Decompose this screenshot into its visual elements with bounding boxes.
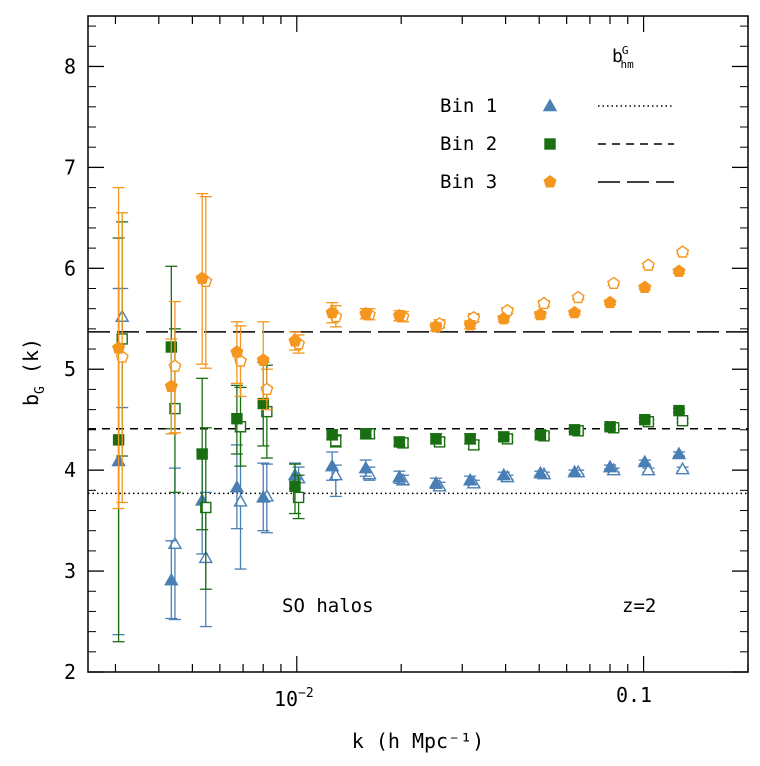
y-tick-label: 5 [64, 357, 76, 381]
filled-square-point [196, 448, 208, 460]
legend-header-sup: G [622, 44, 629, 57]
filled-triangle-point [533, 465, 548, 479]
x-axis-label: k (h Mpc⁻¹) [352, 729, 484, 753]
x-tick-label-0.1: 0.1 [616, 683, 652, 707]
filled-pentagon-point [672, 264, 686, 277]
filled-square-point [231, 412, 243, 425]
open-pentagon-point [641, 258, 655, 271]
filled-square-point [360, 428, 372, 440]
filled-triangle-point [462, 472, 478, 486]
plot-frame [87, 15, 749, 673]
y-tick-label: 7 [64, 155, 76, 179]
filled-pentagon-point [429, 319, 443, 333]
filled-square-point [430, 433, 442, 445]
y-tick-label: 6 [64, 256, 76, 280]
data-series [111, 186, 690, 643]
filled-pentagon-point [392, 308, 406, 322]
filled-pentagon-point [112, 341, 126, 354]
filled-pentagon-point [195, 271, 209, 284]
y-axis-label-tail: (k) [19, 338, 43, 386]
open-pentagon-point [168, 359, 182, 372]
filled-triangle-point [256, 489, 271, 503]
legend: bG hm Bin 1 Bin 2 Bin 3 [440, 44, 674, 193]
filled-triangle-point [164, 572, 179, 586]
y-axis-label-main: b [19, 394, 43, 406]
legend-label: Bin 3 [440, 171, 497, 193]
filled-square-point [568, 424, 581, 436]
y-tick-label: 3 [64, 559, 76, 583]
reference-lines [88, 331, 748, 495]
filled-square-point [289, 480, 301, 493]
y-tick-label: 2 [64, 660, 76, 684]
filled-square-point [604, 421, 616, 433]
open-pentagon-point [115, 350, 129, 363]
x-tick-label-exp: −2 [298, 686, 314, 701]
legend-header-sub: hm [620, 58, 634, 71]
filled-triangle-point [602, 459, 618, 473]
y-axis-label-sub: G [33, 386, 48, 394]
legend-marker [542, 98, 558, 112]
annotation-halos: SO halos [282, 595, 374, 617]
open-pentagon-point [260, 382, 274, 395]
filled-pentagon-point [359, 306, 373, 320]
series-bin-1 [111, 287, 690, 636]
filled-square-point [498, 431, 510, 443]
open-pentagon-point [233, 354, 248, 367]
open-square-point [676, 415, 689, 427]
legend-marker [543, 175, 557, 188]
filled-triangle-point [392, 469, 407, 483]
filled-pentagon-point [497, 311, 511, 325]
y-axis-label: bG (k) [19, 338, 48, 406]
filled-square-point [534, 429, 547, 441]
axis-labels: bG (k) k (h Mpc⁻¹) 10−2 0.1 SO halos z=2 [19, 338, 656, 753]
filled-pentagon-point [533, 307, 547, 321]
series-bin-2 [112, 221, 689, 643]
filled-pentagon-point [603, 295, 617, 309]
filled-triangle-point [671, 446, 687, 460]
filled-triangle-point [324, 458, 340, 472]
filled-pentagon-point [256, 353, 270, 366]
x-tick-label-0.01: 10−2 [274, 686, 314, 711]
x-tick-label-base: 10 [274, 687, 298, 711]
filled-pentagon-point [463, 317, 477, 331]
legend-header: bG hm [612, 44, 634, 71]
filled-square-point [673, 404, 685, 417]
filled-square-point [639, 413, 651, 426]
filled-pentagon-point [638, 280, 652, 294]
filled-triangle-point [637, 454, 652, 468]
legend-header-main: b [612, 46, 623, 67]
filled-triangle-point [428, 475, 444, 489]
filled-square-point [464, 433, 476, 445]
filled-square-point [326, 429, 338, 441]
legend-label: Bin 1 [440, 95, 497, 117]
open-square-point [292, 491, 305, 504]
filled-pentagon-point [568, 305, 582, 319]
filled-pentagon-point [325, 305, 339, 319]
filled-pentagon-point [230, 345, 244, 358]
series-bin-3 [112, 186, 690, 510]
filled-pentagon-point [164, 379, 178, 392]
open-triangle-point [675, 461, 690, 475]
filled-pentagon-point [288, 334, 302, 347]
legend-marker [544, 138, 556, 150]
open-pentagon-point [676, 245, 690, 258]
filled-triangle-point [567, 464, 582, 478]
open-pentagon-point [571, 290, 585, 304]
filled-triangle-point [496, 467, 511, 481]
filled-square-point [393, 436, 406, 448]
open-triangle-point [641, 462, 656, 476]
open-pentagon-point [607, 276, 621, 289]
y-tick-label: 4 [64, 458, 76, 482]
filled-triangle-point [358, 460, 373, 474]
annotation-redshift: z=2 [622, 595, 656, 617]
legend-label: Bin 2 [440, 133, 497, 155]
open-pentagon-point [537, 296, 551, 310]
open-square-point [200, 501, 212, 514]
y-tick-label: 8 [64, 54, 76, 78]
axis-ticks: 2 3 4 5 6 7 8 [64, 16, 749, 684]
filled-triangle-point [229, 479, 245, 493]
